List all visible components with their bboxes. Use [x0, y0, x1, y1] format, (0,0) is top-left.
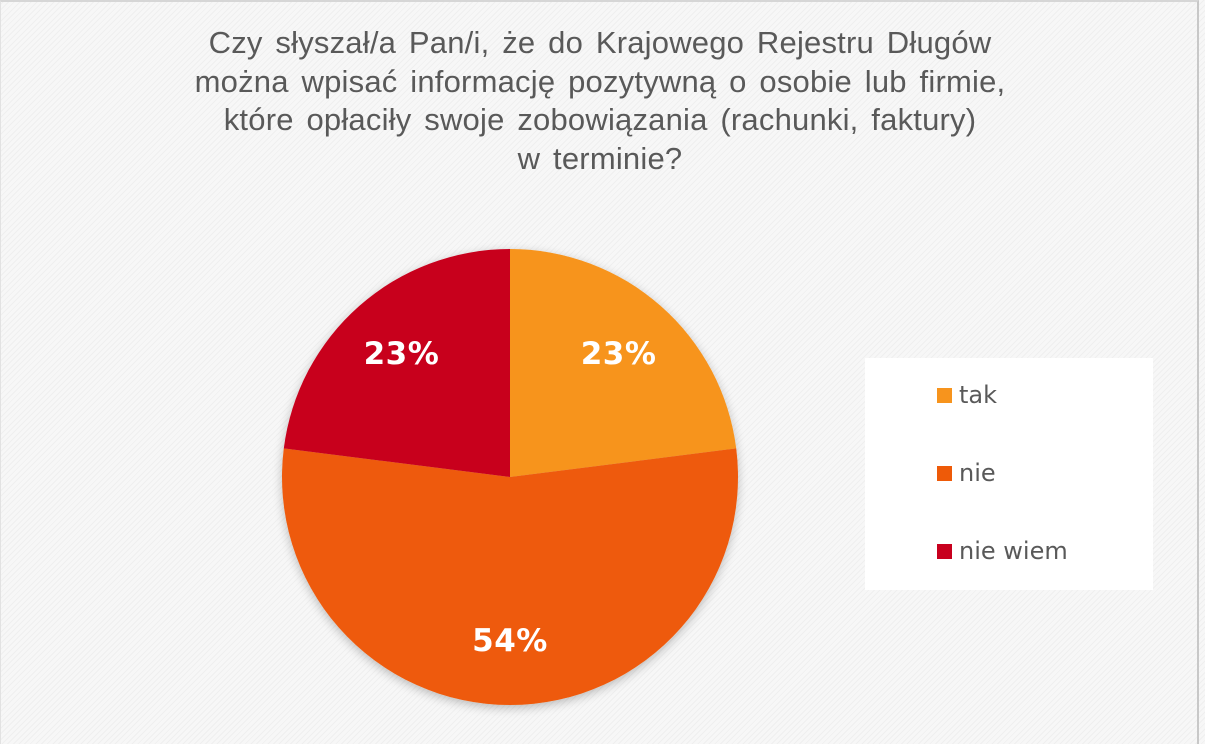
legend-item-nie-wiem: nie wiem: [937, 536, 1068, 566]
legend-swatch-nie-wiem: [937, 543, 952, 559]
pie-label-tak: 23%: [580, 335, 657, 372]
legend-label-nie-wiem: nie wiem: [959, 537, 1068, 565]
pie-slice-nie: [282, 448, 738, 705]
pie-label-nie: 54%: [472, 623, 548, 660]
pie-slice-nie-wiem: [283, 249, 510, 477]
chart-title: Czy słyszał/a Pan/i, że do Krajowego Rej…: [100, 24, 1100, 178]
chart-title-line-1: Czy słyszał/a Pan/i, że do Krajowego Rej…: [208, 25, 992, 60]
pie-label-nie-wiem: 23%: [363, 335, 440, 372]
legend-swatch-tak: [937, 387, 952, 403]
pie-slice-tak: [510, 249, 737, 477]
chart-title-line-2: można wpisać informację pozytywną o osob…: [194, 63, 1006, 99]
chart-title-line-4: w terminie?: [517, 140, 683, 176]
pie-slices: [282, 249, 738, 705]
legend-label-tak: tak: [959, 381, 998, 409]
chart-title-line-3: które opłaciły swoje zobowiązania (rachu…: [223, 102, 977, 137]
legend-label-nie: nie: [959, 459, 996, 487]
legend-item-tak: tak: [937, 380, 997, 410]
chart-legend: tak nie nie wiem: [865, 358, 1153, 590]
legend-swatch-nie: [937, 465, 952, 481]
legend-item-nie: nie: [937, 458, 996, 488]
